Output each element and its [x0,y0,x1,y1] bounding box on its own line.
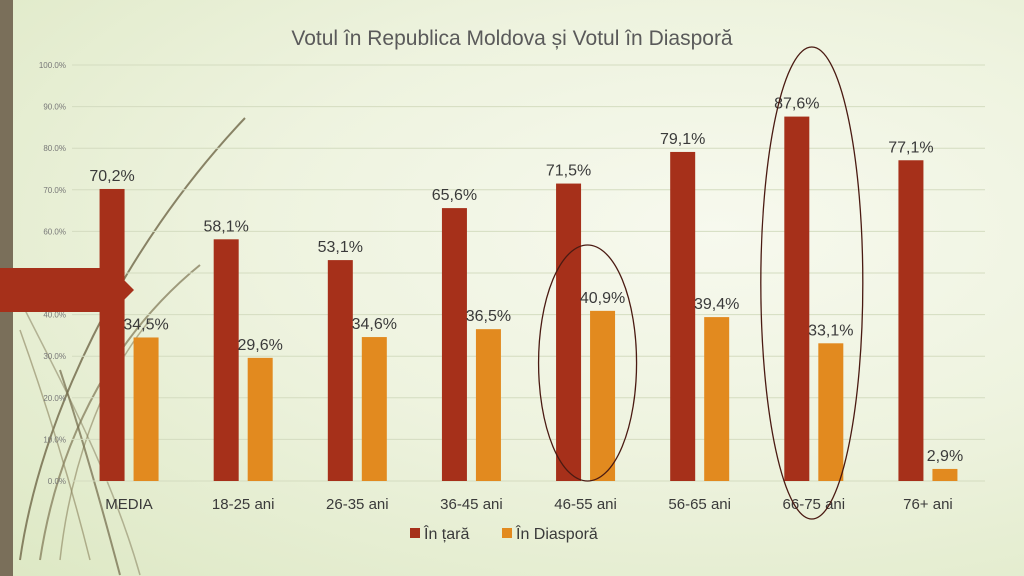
x-category-label: 66-75 ani [783,496,846,513]
data-label: 77,1% [888,139,933,156]
bar-in-diaspora [247,357,273,481]
chart-title: Votul în Republica Moldova și Votul în D… [291,27,733,50]
bar-in-tara [99,188,125,481]
x-axis-categories: MEDIA 18-25 ani 26-35 ani 36-45 ani 46-55 an… [105,496,952,513]
bar-in-diaspora [590,310,616,481]
y-tick-label: 0.0% [48,477,66,486]
bar-in-diaspora [818,343,844,481]
legend-swatch [502,528,512,538]
gridlines [72,64,985,482]
decorative-arrow-tip [112,268,134,312]
x-category-label: 26-35 ani [326,496,389,513]
bar-in-diaspora [133,337,159,481]
x-category-label: 56-65 ani [668,496,731,513]
bar-in-tara [327,260,353,481]
data-label: 71,5% [546,163,591,180]
data-label: 40,9% [580,290,625,307]
legend: În țară În Diasporă [410,524,598,543]
data-label: 34,6% [352,316,397,333]
bar-in-tara [556,183,582,481]
bar-in-tara [441,208,467,481]
y-tick-label: 30.0% [43,352,66,361]
bar-in-tara [670,151,696,481]
data-label: 58,1% [204,218,249,235]
data-label: 33,1% [808,322,853,339]
legend-label: În țară [423,524,469,543]
bar-in-tara [898,160,924,481]
data-label: 2,9% [927,448,963,465]
data-label: 39,4% [694,296,739,313]
legend-label: În Diasporă [515,524,598,543]
y-tick-label: 90.0% [43,103,66,112]
bars [99,116,958,482]
bar-in-diaspora [704,317,730,481]
bar-in-tara [213,239,239,481]
bar-in-tara [784,116,810,482]
data-label: 79,1% [660,131,705,148]
y-tick-label: 20.0% [43,394,66,403]
highlight-ellipse [537,244,638,482]
highlight-ellipses [537,46,864,520]
data-label: 53,1% [318,239,363,256]
data-label: 87,6% [774,96,819,113]
x-category-label: 18-25 ani [212,496,275,513]
y-tick-label: 80.0% [43,144,66,153]
decorative-arrow [0,268,112,312]
data-labels: 70,2% 34,5% 58,1% 29,6% 53,1% 34,6% 65,6% 36,5%… [89,96,963,465]
y-tick-label: 10.0% [43,435,66,444]
data-label: 36,5% [466,308,511,325]
data-label: 65,6% [432,187,477,204]
decorative-curves [19,117,246,576]
legend-swatch [410,528,420,538]
y-tick-label: 40.0% [43,311,66,320]
x-category-label: MEDIA [105,496,153,513]
x-category-label: 36-45 ani [440,496,503,513]
y-tick-label: 100.0% [39,61,66,70]
highlight-ellipse [760,46,864,520]
x-category-label: 46-55 ani [554,496,617,513]
data-label: 34,5% [123,316,168,333]
bar-in-diaspora [475,329,501,481]
bar-in-diaspora [361,337,387,481]
y-tick-label: 70.0% [43,186,66,195]
x-category-label: 76+ ani [903,496,953,513]
data-label: 29,6% [238,337,283,354]
y-tick-label: 60.0% [43,227,66,236]
bar-in-diaspora [932,468,958,481]
data-label: 70,2% [89,168,134,185]
